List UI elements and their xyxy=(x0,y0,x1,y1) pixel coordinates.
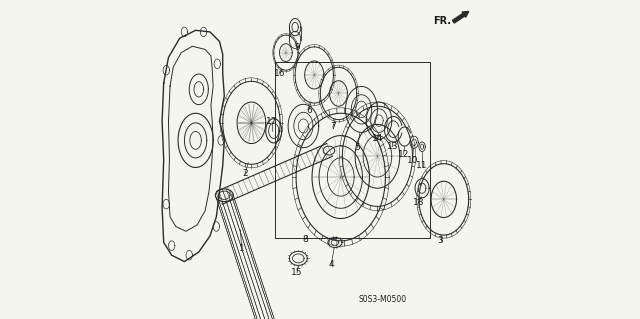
Text: 9: 9 xyxy=(294,43,300,52)
Text: 11: 11 xyxy=(417,161,428,170)
Text: 5: 5 xyxy=(355,143,360,152)
FancyArrow shape xyxy=(452,11,468,23)
Text: 2: 2 xyxy=(242,169,248,178)
Text: 10: 10 xyxy=(407,156,419,165)
Text: 15: 15 xyxy=(291,268,303,277)
Text: 14: 14 xyxy=(372,134,383,143)
Text: 8: 8 xyxy=(303,235,308,244)
Text: 4: 4 xyxy=(328,260,334,269)
Text: S0S3-M0500: S0S3-M0500 xyxy=(358,295,406,304)
Text: 12: 12 xyxy=(398,150,409,159)
Text: 7: 7 xyxy=(330,122,335,131)
Text: 6: 6 xyxy=(306,106,312,115)
Text: 1: 1 xyxy=(239,244,244,253)
Text: FR.: FR. xyxy=(433,16,451,26)
Text: 13: 13 xyxy=(387,142,398,151)
Text: 17: 17 xyxy=(266,117,278,126)
Text: 16: 16 xyxy=(275,69,286,78)
Text: 18: 18 xyxy=(413,198,424,207)
Text: 3: 3 xyxy=(438,236,444,245)
